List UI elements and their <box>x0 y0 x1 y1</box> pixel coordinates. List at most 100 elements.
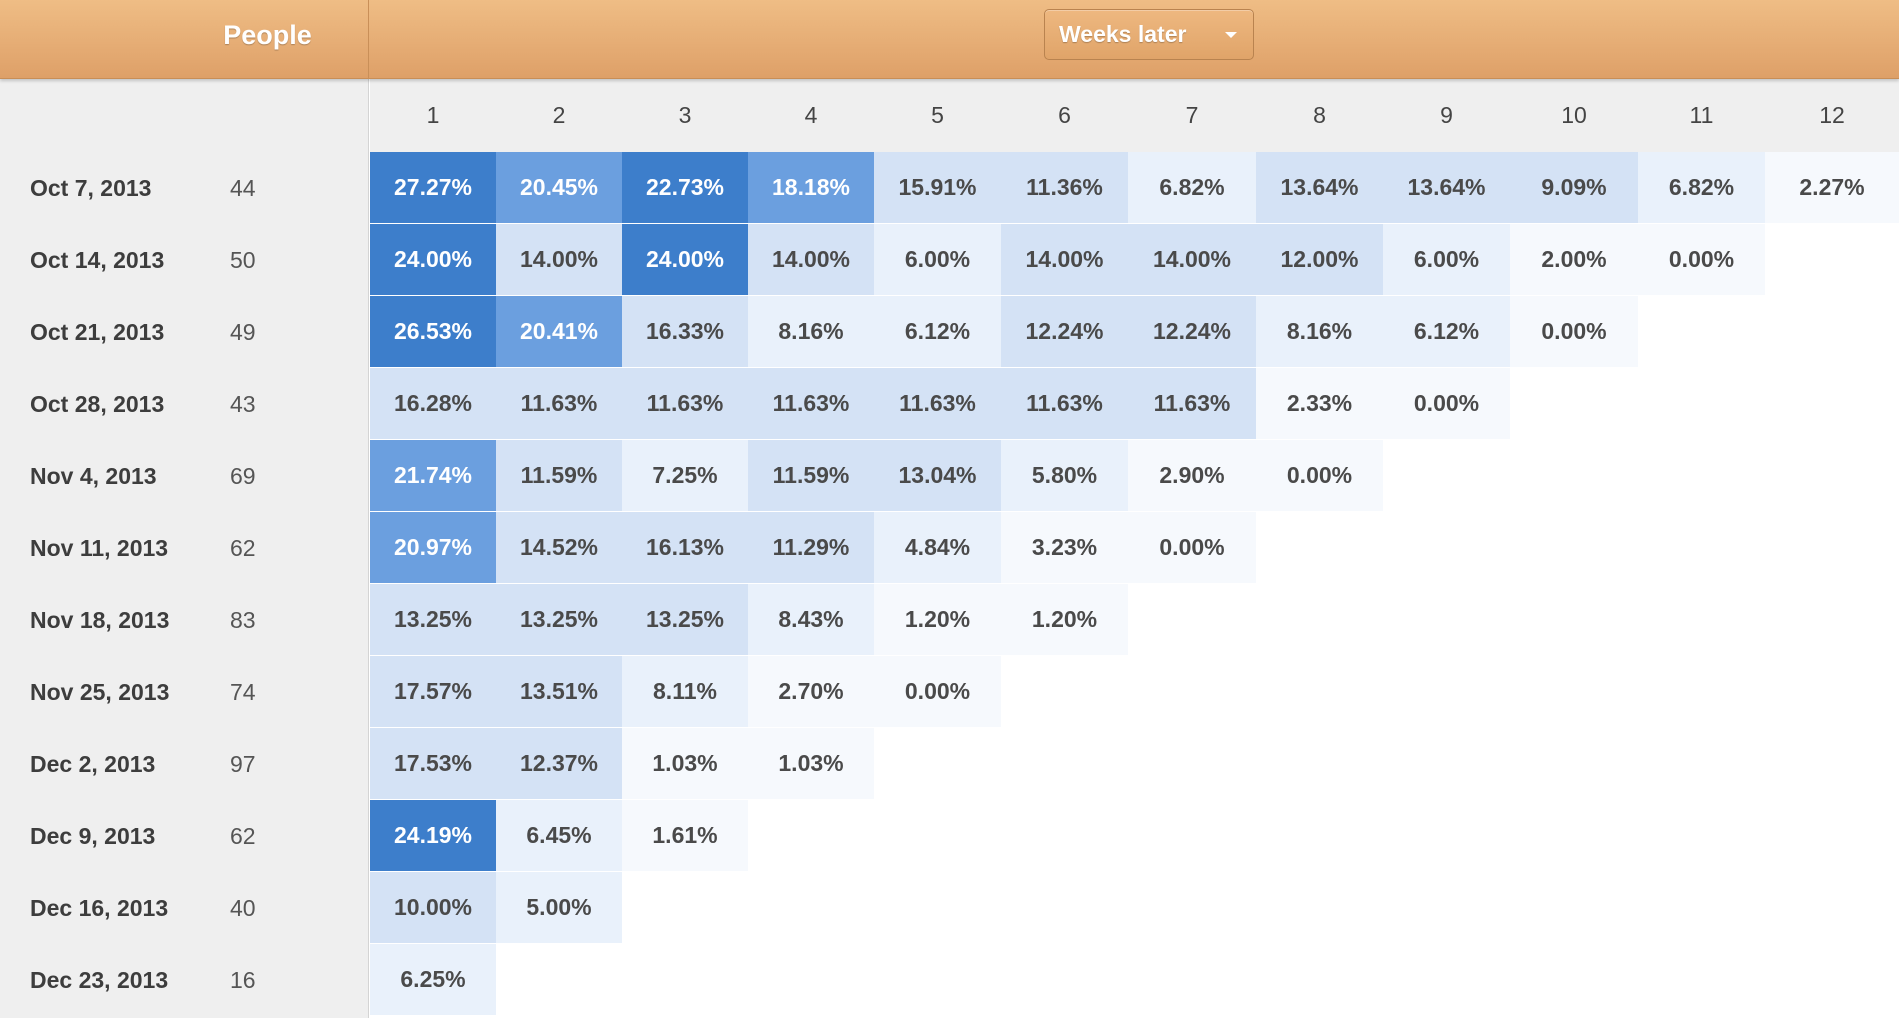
column-header: 3 <box>678 102 692 128</box>
retention-cell[interactable]: 5.80% <box>1001 440 1128 511</box>
retention-cell[interactable]: 0.00% <box>1510 296 1638 367</box>
retention-cell[interactable]: 9.09% <box>1510 152 1638 223</box>
retention-cell[interactable]: 13.51% <box>496 656 622 727</box>
retention-cell[interactable]: 5.00% <box>496 872 622 943</box>
retention-cell[interactable]: 2.90% <box>1128 440 1256 511</box>
column-header: 1 <box>426 102 440 128</box>
cohort-date: Dec 16, 2013 <box>30 895 169 921</box>
retention-cell[interactable]: 13.25% <box>622 584 748 655</box>
retention-cell[interactable]: 2.00% <box>1510 224 1638 295</box>
retention-cell[interactable]: 11.63% <box>1128 368 1256 439</box>
retention-cell[interactable]: 20.41% <box>496 296 622 367</box>
retention-cell[interactable]: 1.20% <box>1001 584 1128 655</box>
retention-cell[interactable]: 14.00% <box>1128 224 1256 295</box>
retention-cell[interactable]: 1.03% <box>748 728 874 799</box>
retention-cell[interactable]: 11.29% <box>748 512 874 583</box>
retention-cell[interactable]: 6.25% <box>370 944 496 1015</box>
retention-cell[interactable]: 13.25% <box>496 584 622 655</box>
retention-cell[interactable]: 24.19% <box>370 800 496 871</box>
retention-cell[interactable]: 11.63% <box>1001 368 1128 439</box>
retention-cell[interactable]: 17.53% <box>370 728 496 799</box>
cohort-size: 44 <box>230 175 256 201</box>
retention-cell[interactable]: 17.57% <box>370 656 496 727</box>
retention-cell[interactable]: 6.12% <box>874 296 1001 367</box>
weeks-later-dropdown[interactable]: Weeks later <box>1044 9 1254 60</box>
cohort-date: Oct 14, 2013 <box>30 247 165 273</box>
retention-cell[interactable]: 1.61% <box>622 800 748 871</box>
retention-cell[interactable]: 12.37% <box>496 728 622 799</box>
retention-cell[interactable]: 12.00% <box>1256 224 1383 295</box>
retention-cell[interactable]: 14.52% <box>496 512 622 583</box>
retention-cell[interactable]: 12.24% <box>1001 296 1128 367</box>
retention-cell[interactable]: 18.18% <box>748 152 874 223</box>
retention-cell[interactable]: 13.25% <box>370 584 496 655</box>
retention-cell[interactable]: 6.45% <box>496 800 622 871</box>
retention-cell[interactable]: 8.43% <box>748 584 874 655</box>
retention-cell[interactable]: 4.84% <box>874 512 1001 583</box>
retention-cell[interactable]: 27.27% <box>370 152 496 223</box>
retention-cell[interactable]: 13.04% <box>874 440 1001 511</box>
people-title: People <box>223 20 312 50</box>
cohort-date: Nov 25, 2013 <box>30 679 170 705</box>
retention-cell[interactable]: 20.45% <box>496 152 622 223</box>
cohort-date: Nov 11, 2013 <box>30 535 169 561</box>
retention-cell[interactable]: 11.63% <box>496 368 622 439</box>
retention-cell[interactable]: 26.53% <box>370 296 496 367</box>
retention-cell[interactable]: 6.82% <box>1128 152 1256 223</box>
column-header: 5 <box>931 102 944 128</box>
retention-cell[interactable]: 11.63% <box>748 368 874 439</box>
retention-cell[interactable]: 12.24% <box>1128 296 1256 367</box>
column-header: 8 <box>1313 102 1326 128</box>
retention-cell[interactable]: 11.59% <box>748 440 874 511</box>
retention-cell[interactable]: 8.11% <box>622 656 748 727</box>
retention-cell[interactable]: 0.00% <box>1383 368 1510 439</box>
retention-cell[interactable]: 11.36% <box>1001 152 1128 223</box>
cohort-size: 74 <box>230 679 256 705</box>
retention-cell[interactable]: 16.33% <box>622 296 748 367</box>
retention-cell[interactable]: 11.63% <box>622 368 748 439</box>
retention-cell[interactable]: 7.25% <box>622 440 748 511</box>
retention-cell[interactable]: 16.13% <box>622 512 748 583</box>
retention-cell[interactable]: 8.16% <box>748 296 874 367</box>
retention-cell[interactable]: 8.16% <box>1256 296 1383 367</box>
retention-cell[interactable]: 6.00% <box>874 224 1001 295</box>
cohort-size: 49 <box>230 319 256 345</box>
retention-cell[interactable]: 24.00% <box>370 224 496 295</box>
retention-cell[interactable]: 0.00% <box>1256 440 1383 511</box>
retention-cell[interactable]: 24.00% <box>622 224 748 295</box>
retention-cell[interactable]: 20.97% <box>370 512 496 583</box>
retention-cell[interactable]: 16.28% <box>370 368 496 439</box>
retention-cell[interactable]: 11.59% <box>496 440 622 511</box>
column-header: 7 <box>1185 102 1199 128</box>
retention-cell[interactable]: 0.00% <box>874 656 1001 727</box>
retention-cell[interactable]: 2.70% <box>748 656 874 727</box>
cohort-size: 40 <box>230 895 256 921</box>
retention-cell[interactable]: 13.64% <box>1383 152 1510 223</box>
retention-cell[interactable]: 1.03% <box>622 728 748 799</box>
retention-cell[interactable]: 2.27% <box>1765 152 1899 223</box>
retention-cell[interactable]: 3.23% <box>1001 512 1128 583</box>
retention-cell[interactable]: 13.64% <box>1256 152 1383 223</box>
cohort-date: Oct 7, 2013 <box>30 175 152 201</box>
retention-cell[interactable]: 14.00% <box>1001 224 1128 295</box>
retention-cell[interactable]: 0.00% <box>1638 224 1765 295</box>
retention-cell[interactable]: 6.00% <box>1383 224 1510 295</box>
retention-cell[interactable]: 14.00% <box>748 224 874 295</box>
retention-cell[interactable]: 10.00% <box>370 872 496 943</box>
retention-grid: 1 2 3 4 5 6 7 8 9 10 11 12 27.27% 20.45% 22.73% 18.18%… <box>370 79 1899 1018</box>
retention-cell[interactable]: 22.73% <box>622 152 748 223</box>
retention-cell[interactable]: 21.74% <box>370 440 496 511</box>
column-header-row: 1 2 3 4 5 6 7 8 9 10 11 12 <box>370 79 1899 152</box>
retention-cell[interactable]: 0.00% <box>1128 512 1256 583</box>
cohort-date: Dec 23, 2013 <box>30 967 169 993</box>
retention-cell[interactable]: 11.63% <box>874 368 1001 439</box>
retention-cell[interactable]: 6.12% <box>1383 296 1510 367</box>
retention-cell[interactable]: 15.91% <box>874 152 1001 223</box>
retention-cell[interactable]: 6.82% <box>1638 152 1765 223</box>
cohort-size: 69 <box>230 463 256 489</box>
retention-cell[interactable]: 14.00% <box>496 224 622 295</box>
cohort-size: 97 <box>230 751 256 777</box>
retention-cell[interactable]: 1.20% <box>874 584 1001 655</box>
retention-cell[interactable]: 2.33% <box>1256 368 1383 439</box>
